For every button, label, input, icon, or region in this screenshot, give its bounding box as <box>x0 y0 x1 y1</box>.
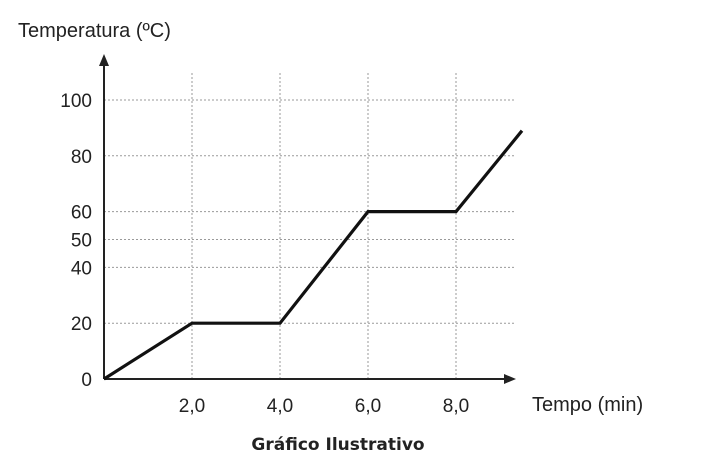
x-tick-label: 8,0 <box>443 396 469 417</box>
series-line-0 <box>103 129 524 381</box>
grid-layer <box>104 73 514 379</box>
y-tick-label: 100 <box>60 91 92 112</box>
y-axis-label: Temperatura (ºC) <box>18 20 171 42</box>
x-tick-label: 6,0 <box>355 396 381 417</box>
x-tick-label: 2,0 <box>179 396 205 417</box>
x-axis-label: Tempo (min) <box>532 394 643 416</box>
series-layer <box>103 129 524 381</box>
axes-layer <box>99 54 516 384</box>
y-tick-label: 60 <box>71 203 92 224</box>
y-tick-label: 0 <box>81 370 92 391</box>
tick-layer: 0 20 40 50 60 80 100 2,0 4,0 6,0 8,0 <box>60 91 469 417</box>
y-tick-label: 20 <box>71 314 92 335</box>
y-tick-label: 50 <box>71 231 92 252</box>
y-tick-label: 80 <box>71 147 92 168</box>
y-tick-label: 40 <box>71 258 92 279</box>
x-tick-label: 4,0 <box>267 396 293 417</box>
chart-caption: Gráfico Ilustrativo <box>251 435 424 455</box>
